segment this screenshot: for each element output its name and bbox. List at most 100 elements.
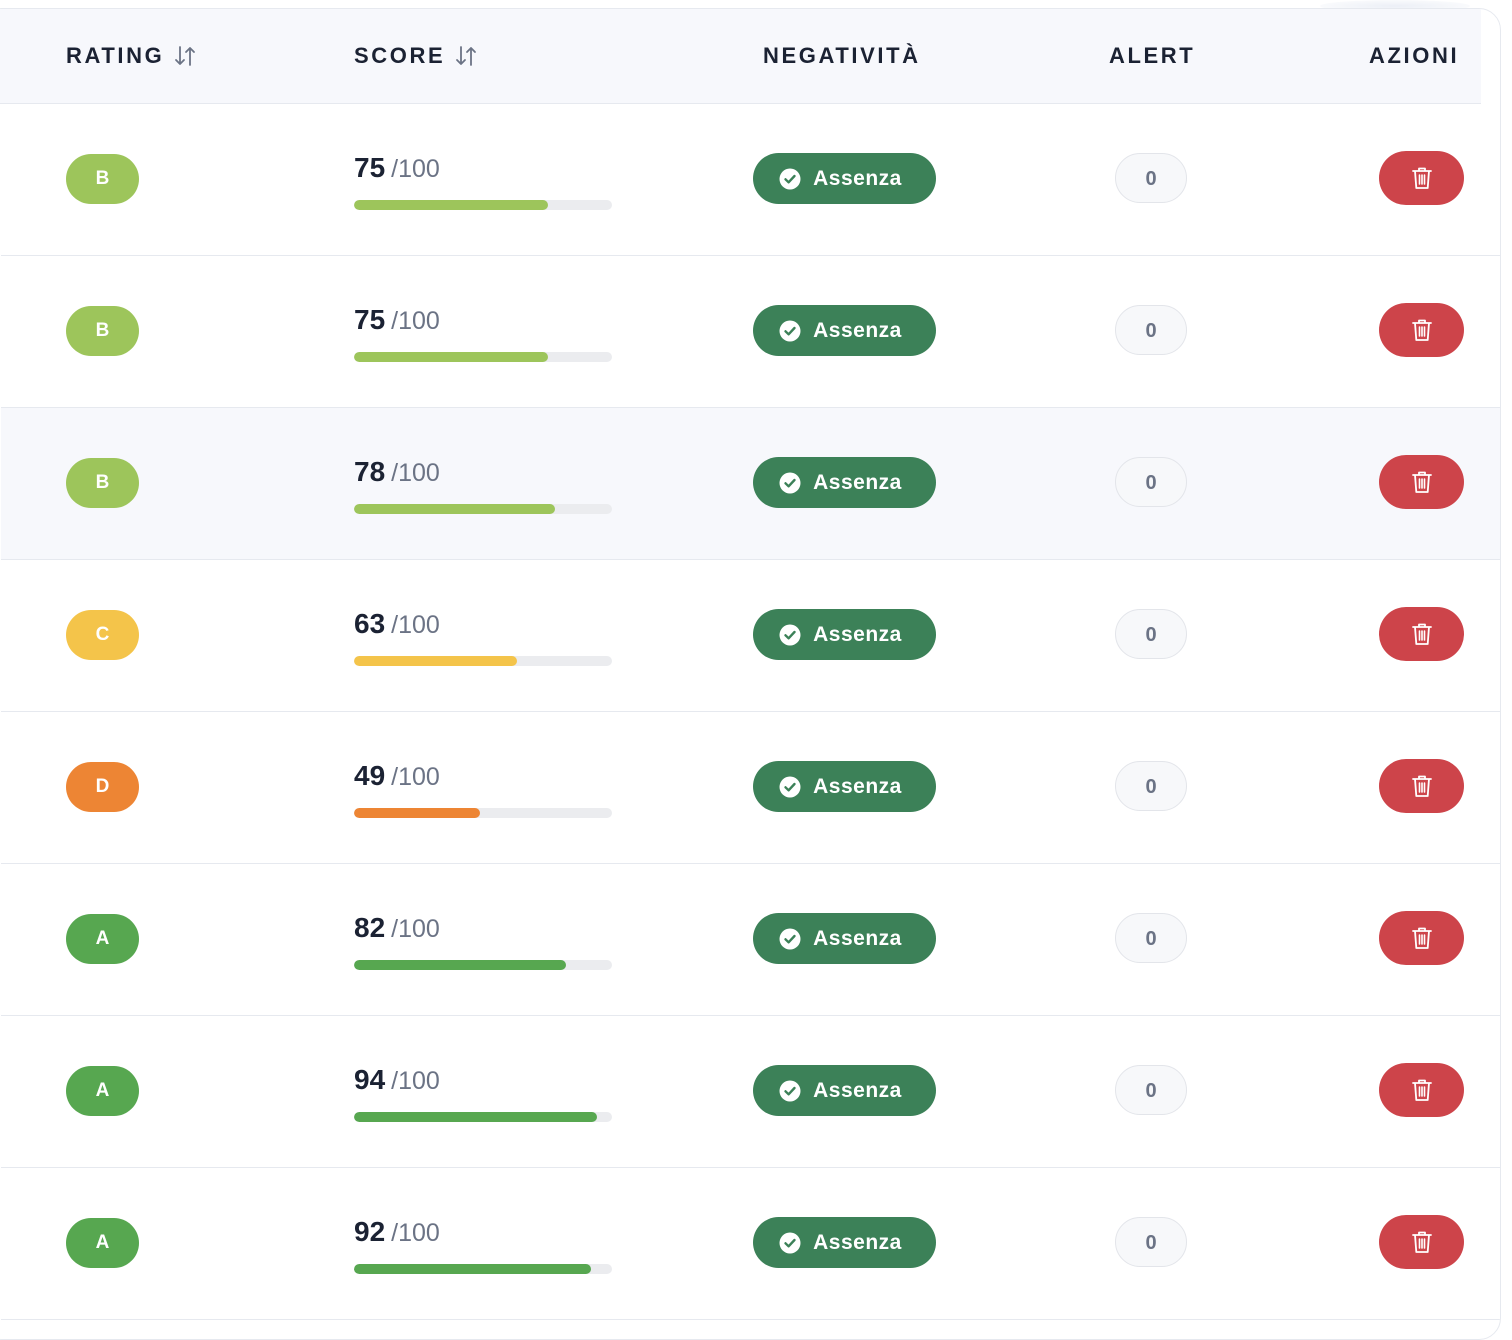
score-cell: 49/100 (354, 756, 614, 818)
negativita-label: Assenza (813, 774, 902, 798)
negativita-badge: Assenza (753, 609, 936, 660)
trash-icon (1411, 1231, 1432, 1253)
score-progress-bar (354, 200, 612, 210)
score-cell: 92/100 (354, 1212, 614, 1274)
negativita-badge: Assenza (753, 457, 936, 508)
check-circle-icon (779, 1080, 801, 1101)
trash-icon (1411, 1079, 1432, 1101)
delete-button[interactable] (1379, 911, 1464, 965)
score-progress-fill (354, 960, 566, 970)
column-header-rating[interactable]: RATING (66, 41, 198, 71)
check-circle-icon (779, 624, 801, 645)
sort-arrows-icon[interactable] (172, 43, 198, 69)
alert-count-badge[interactable]: 0 (1115, 1065, 1187, 1115)
score-value: 75 (354, 152, 386, 183)
rating-badge: B (66, 306, 139, 356)
rating-badge: C (66, 610, 139, 660)
score-progress-bar (354, 1264, 612, 1274)
score-max: /100 (391, 155, 440, 183)
rating-badge: D (66, 762, 139, 812)
score-cell: 82/100 (354, 908, 614, 970)
table-row[interactable]: A 94/100 Assenza 0 (1, 1016, 1500, 1168)
score-progress-bar (354, 1112, 612, 1122)
delete-button[interactable] (1379, 759, 1464, 813)
column-header-rating-label: RATING (66, 43, 165, 68)
trash-icon (1411, 167, 1432, 189)
score-value: 63 (354, 608, 386, 639)
negativita-label: Assenza (813, 470, 902, 494)
delete-button[interactable] (1379, 1063, 1464, 1117)
score-value: 78 (354, 456, 386, 487)
column-header-score[interactable]: SCORE (354, 41, 479, 71)
check-circle-icon (779, 168, 801, 189)
score-value: 82 (354, 912, 386, 943)
negativita-label: Assenza (813, 622, 902, 646)
trash-icon (1411, 623, 1432, 645)
alert-count-badge[interactable]: 0 (1115, 153, 1187, 203)
score-progress-fill (354, 504, 556, 514)
score-progress-fill (354, 1264, 592, 1274)
table-row[interactable]: B 75/100 Assenza 0 (1, 104, 1500, 256)
score-max: /100 (391, 1067, 440, 1095)
score-max: /100 (391, 307, 440, 335)
score-value: 92 (354, 1216, 386, 1247)
score-progress-bar (354, 960, 612, 970)
negativita-label: Assenza (813, 926, 902, 950)
score-cell: 75/100 (354, 148, 614, 210)
column-header-score-label: SCORE (354, 43, 446, 68)
column-header-negativita: NEGATIVITÀ (763, 41, 921, 71)
table-row[interactable]: B 75/100 Assenza 0 (1, 256, 1500, 408)
score-cell: 75/100 (354, 300, 614, 362)
table-row[interactable]: C 63/100 Assenza 0 (1, 560, 1500, 712)
table-row[interactable]: D 49/100 Assenza 0 (1, 712, 1500, 864)
score-value: 49 (354, 760, 386, 791)
table-header: RATING SCORE NEGATIVITÀ ALERT AZIONI (0, 9, 1481, 104)
check-circle-icon (779, 928, 801, 949)
score-max: /100 (391, 763, 440, 791)
column-header-alert-label: ALERT (1109, 43, 1196, 68)
score-max: /100 (391, 459, 440, 487)
check-circle-icon (779, 776, 801, 797)
alert-count-badge[interactable]: 0 (1115, 305, 1187, 355)
negativita-badge: Assenza (753, 153, 936, 204)
rating-badge: A (66, 1066, 139, 1116)
score-progress-fill (354, 656, 517, 666)
trash-icon (1411, 471, 1432, 493)
delete-button[interactable] (1379, 151, 1464, 205)
column-header-negativita-label: NEGATIVITÀ (763, 43, 921, 68)
alert-count-badge[interactable]: 0 (1115, 1217, 1187, 1267)
score-progress-bar (354, 352, 612, 362)
score-progress-fill (354, 352, 548, 362)
rating-badge: A (66, 914, 139, 964)
table-row[interactable]: A 92/100 Assenza 0 (1, 1168, 1500, 1320)
check-circle-icon (779, 320, 801, 341)
table-row[interactable]: B 78/100 Assenza 0 (1, 408, 1500, 560)
negativita-label: Assenza (813, 1078, 902, 1102)
trash-icon (1411, 775, 1432, 797)
sort-arrows-icon[interactable] (453, 43, 479, 69)
alert-count-badge[interactable]: 0 (1115, 761, 1187, 811)
score-progress-fill (354, 1112, 597, 1122)
negativita-badge: Assenza (753, 761, 936, 812)
negativita-badge: Assenza (753, 305, 936, 356)
results-table: RATING SCORE NEGATIVITÀ ALERT AZIONI B (0, 8, 1501, 1340)
rating-badge: B (66, 154, 139, 204)
trash-icon (1411, 927, 1432, 949)
alert-count-badge[interactable]: 0 (1115, 609, 1187, 659)
delete-button[interactable] (1379, 455, 1464, 509)
negativita-badge: Assenza (753, 913, 936, 964)
table-row[interactable]: A 82/100 Assenza 0 (1, 864, 1500, 1016)
score-cell: 94/100 (354, 1060, 614, 1122)
delete-button[interactable] (1379, 303, 1464, 357)
score-value: 75 (354, 304, 386, 335)
rating-badge: B (66, 458, 139, 508)
delete-button[interactable] (1379, 1215, 1464, 1269)
alert-count-badge[interactable]: 0 (1115, 913, 1187, 963)
check-circle-icon (779, 1232, 801, 1253)
alert-count-badge[interactable]: 0 (1115, 457, 1187, 507)
trash-icon (1411, 319, 1432, 341)
negativita-badge: Assenza (753, 1217, 936, 1268)
delete-button[interactable] (1379, 607, 1464, 661)
column-header-azioni-label: AZIONI (1369, 43, 1460, 68)
score-progress-bar (354, 808, 612, 818)
